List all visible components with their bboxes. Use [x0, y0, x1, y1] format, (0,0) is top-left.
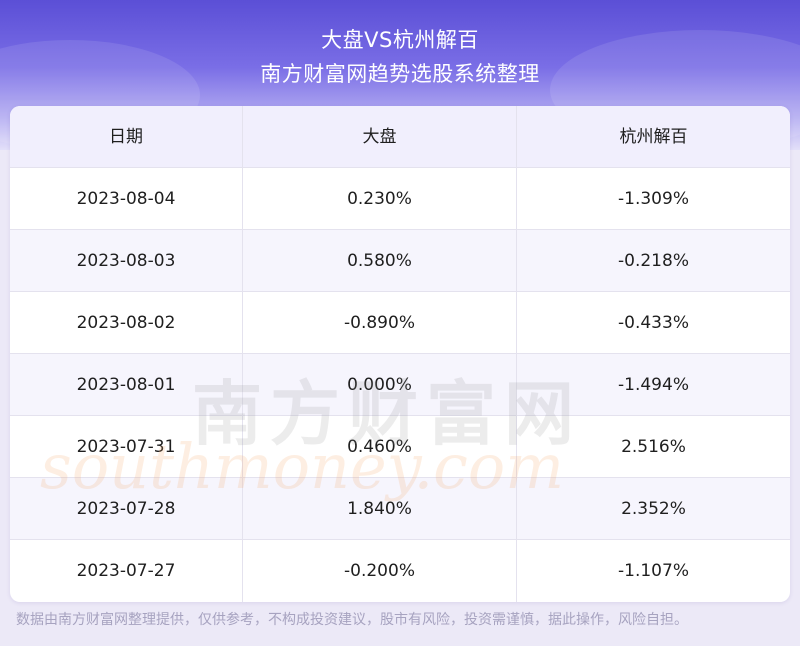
table-row: 2023-07-31 0.460% 2.516% — [10, 416, 790, 478]
market-change-cell: -0.890% — [243, 292, 517, 354]
stock-change-cell: 2.352% — [621, 499, 686, 519]
table-row: 2023-07-28 1.840% 2.352% — [10, 478, 790, 540]
date-cell: 2023-07-28 — [10, 478, 243, 540]
column-header-market: 大盘 — [243, 106, 517, 168]
table-row: 2023-08-03 0.580% -0.218% — [10, 230, 790, 292]
market-change-cell: 0.230% — [243, 168, 517, 230]
watermark-logo-text: 南方财富网 — [192, 372, 582, 455]
table-row: 2023-08-04 0.230% -1.309% — [10, 168, 790, 230]
stock-change-cell: -1.107% — [618, 561, 689, 581]
page-title: 大盘VS杭州解百 — [321, 28, 479, 52]
disclaimer-text: 数据由南方财富网整理提供，仅供参考，不构成投资建议，股市有风险，投资需谨慎，据此… — [16, 612, 688, 628]
date-cell: 2023-08-04 — [10, 168, 243, 230]
table-row: 2023-07-27 -0.200% -1.107% — [10, 540, 790, 602]
page-subtitle: 南方财富网趋势选股系统整理 — [260, 62, 540, 86]
comparison-table: 日期 大盘 杭州解百 2023-08-04 0.230% -1.309% 202… — [10, 106, 790, 602]
market-change-cell: 0.580% — [243, 230, 517, 292]
date-cell: 2023-07-27 — [10, 540, 243, 602]
stock-change-cell: 2.516% — [621, 437, 686, 457]
column-header-date: 日期 — [10, 106, 243, 168]
watermark-url-text: southmoney.com — [40, 430, 565, 503]
market-change-cell: 1.840% — [243, 478, 517, 540]
date-cell: 2023-08-01 — [10, 354, 243, 416]
table-row: 2023-08-01 0.000% -1.494% — [10, 354, 790, 416]
stock-change-cell: -1.494% — [618, 375, 689, 395]
date-cell: 2023-08-02 — [10, 292, 243, 354]
table-row: 2023-08-02 -0.890% -0.433% — [10, 292, 790, 354]
stock-change-cell: -1.309% — [618, 189, 689, 209]
market-change-cell: 0.460% — [243, 416, 517, 478]
stock-change-cell: -0.433% — [618, 313, 689, 333]
date-cell: 2023-07-31 — [10, 416, 243, 478]
date-cell: 2023-08-03 — [10, 230, 243, 292]
stock-change-cell: -0.218% — [618, 251, 689, 271]
market-change-cell: 0.000% — [243, 354, 517, 416]
table-header-row: 日期 大盘 杭州解百 — [10, 106, 790, 168]
market-change-cell: -0.200% — [243, 540, 517, 602]
column-header-stock: 杭州解百 — [619, 127, 688, 147]
